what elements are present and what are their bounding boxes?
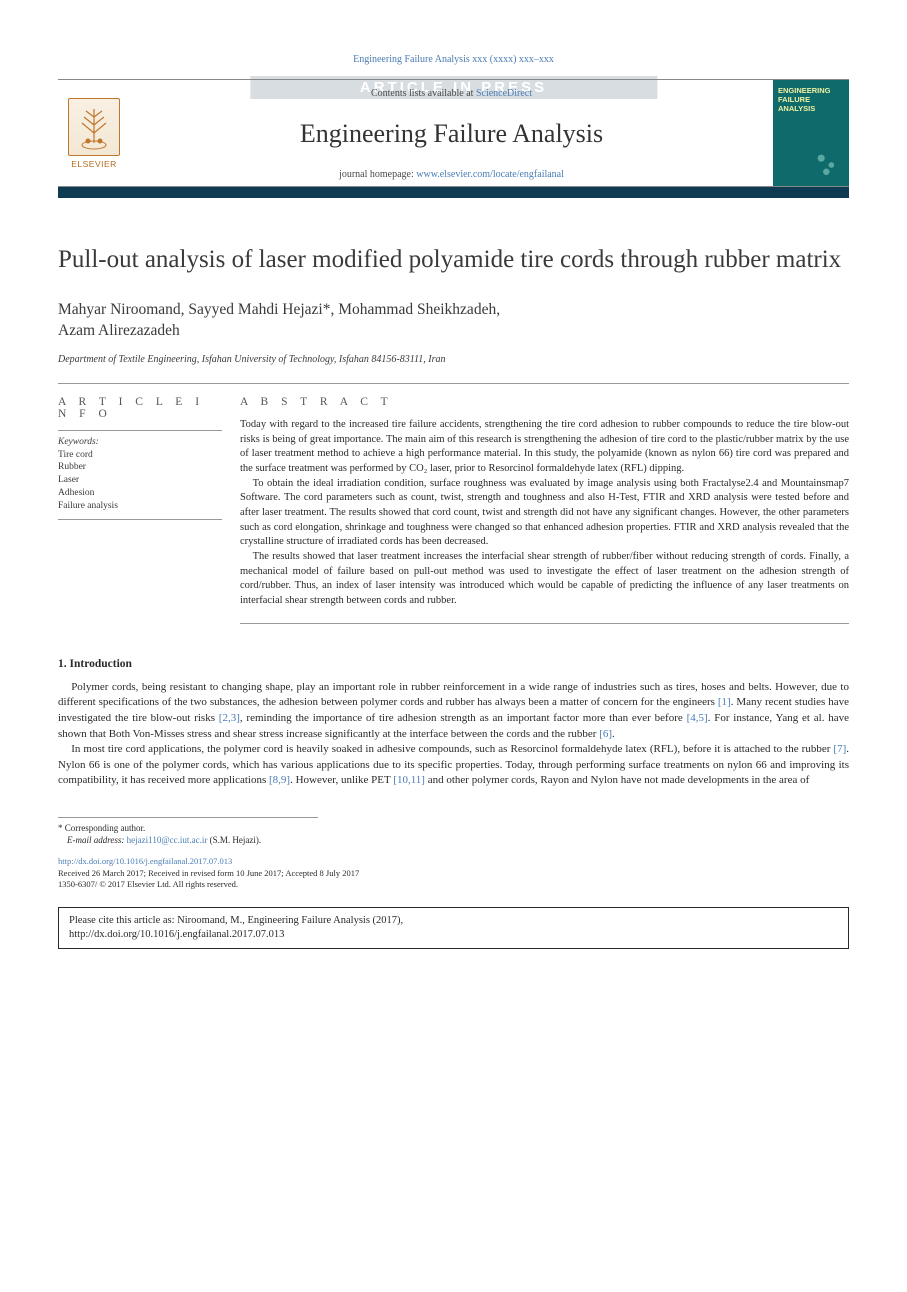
abstract-p3: The results showed that laser treatment …: [240, 550, 849, 609]
doi-link[interactable]: http://dx.doi.org/10.1016/j.engfailanal.…: [58, 856, 232, 866]
cover-title-l1: ENGINEERING: [778, 86, 831, 95]
keyword-item: Tire cord: [58, 450, 93, 460]
corresponding-author: * Corresponding author.: [58, 822, 318, 834]
email-label: E-mail address:: [67, 835, 127, 845]
keyword-item: Failure analysis: [58, 501, 118, 511]
journal-cover-thumbnail: ENGINEERING FAILURE ANALYSIS: [773, 80, 849, 186]
homepage-prefix: journal homepage:: [339, 169, 416, 180]
separator-bar: [58, 187, 849, 198]
ref-link-89[interactable]: [8,9]: [269, 774, 290, 786]
intro-body: Polymer cords, being resistant to changi…: [58, 680, 849, 789]
email-link[interactable]: hejazi110@cc.iut.ac.ir: [127, 835, 208, 845]
ref-link-6[interactable]: [6]: [599, 728, 612, 740]
keywords-block: Keywords: Tire cord Rubber Laser Adhesio…: [58, 430, 222, 520]
intro-p2: In most tire cord applications, the poly…: [58, 742, 849, 789]
cover-title-l3: ANALYSIS: [778, 104, 815, 113]
authors-list: Mahyar Niroomand, Sayyed Mahdi Hejazi*, …: [58, 300, 849, 342]
authors-line1: Mahyar Niroomand, Sayyed Mahdi Hejazi*, …: [58, 301, 500, 318]
abstract-column: A B S T R A C T Today with regard to the…: [240, 384, 849, 624]
article-title: Pull-out analysis of laser modified poly…: [58, 244, 849, 276]
doi-block: http://dx.doi.org/10.1016/j.engfailanal.…: [58, 856, 849, 890]
contents-prefix: Contents lists available at: [371, 88, 476, 99]
article-info-heading: A R T I C L E I N F O: [58, 396, 222, 420]
ref-link-1011[interactable]: [10,11]: [393, 774, 425, 786]
footnote-block: * Corresponding author. E-mail address: …: [58, 817, 318, 846]
article-info-column: A R T I C L E I N F O Keywords: Tire cor…: [58, 384, 240, 624]
sciencedirect-link[interactable]: ScienceDirect: [476, 88, 532, 99]
section-heading-intro: 1. Introduction: [58, 658, 849, 670]
ref-link-1[interactable]: [1]: [718, 696, 731, 708]
journal-header: ELSEVIER Contents lists available at Sci…: [58, 79, 849, 187]
publisher-logo: ELSEVIER: [58, 80, 130, 186]
journal-title: Engineering Failure Analysis: [130, 119, 773, 149]
publisher-name: ELSEVIER: [71, 159, 117, 169]
elsevier-tree-icon: [68, 98, 120, 156]
abstract-p1: Today with regard to the increased tire …: [240, 418, 849, 477]
copyright-line: 1350-6307/ © 2017 Elsevier Ltd. All righ…: [58, 879, 238, 889]
keyword-item: Laser: [58, 475, 79, 485]
citation-box: Please cite this article as: Niroomand, …: [58, 907, 849, 949]
abstract-heading: A B S T R A C T: [240, 396, 849, 408]
ref-link-45[interactable]: [4,5]: [687, 712, 708, 724]
authors-line2: Azam Alirezazadeh: [58, 322, 180, 339]
homepage-link[interactable]: www.elsevier.com/locate/engfailanal: [416, 169, 564, 180]
keyword-item: Adhesion: [58, 488, 94, 498]
citation-line2: http://dx.doi.org/10.1016/j.engfailanal.…: [69, 929, 284, 940]
contents-available-text: Contents lists available at ScienceDirec…: [130, 88, 773, 99]
email-suffix: (S.M. Hejazi).: [207, 835, 261, 845]
email-line: E-mail address: hejazi110@cc.iut.ac.ir (…: [58, 834, 318, 846]
cover-title-l2: FAILURE: [778, 95, 810, 104]
citation-line1: Please cite this article as: Niroomand, …: [69, 915, 403, 926]
received-dates: Received 26 March 2017; Received in revi…: [58, 868, 359, 878]
abstract-text: Today with regard to the increased tire …: [240, 418, 849, 609]
intro-p1: Polymer cords, being resistant to changi…: [58, 680, 849, 742]
homepage-line: journal homepage: www.elsevier.com/locat…: [130, 169, 773, 180]
keywords-label: Keywords:: [58, 437, 99, 447]
journal-reference: Engineering Failure Analysis xxx (xxxx) …: [58, 54, 849, 65]
ref-link-7[interactable]: [7]: [833, 743, 846, 755]
keyword-item: Rubber: [58, 462, 86, 472]
affiliation: Department of Textile Engineering, Isfah…: [58, 354, 849, 365]
abstract-p2: To obtain the ideal irradiation conditio…: [240, 477, 849, 550]
ref-link-23[interactable]: [2,3]: [219, 712, 240, 724]
cover-graphic-icon: [811, 148, 845, 182]
